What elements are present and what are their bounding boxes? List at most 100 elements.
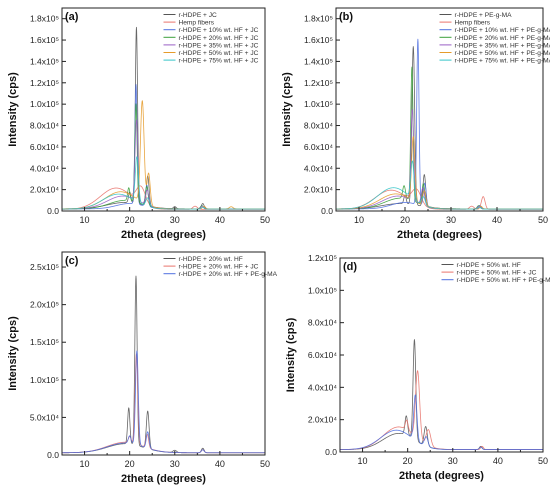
plot-frame (61, 251, 266, 456)
plot-frame (335, 7, 544, 212)
y-tick-label: 1.2x10⁵ (308, 253, 337, 263)
series-line-1 (62, 275, 265, 454)
x-tick-label: 30 (448, 456, 458, 466)
y-tick-label: 1.2x10⁵ (304, 78, 333, 88)
y-tick-label: 1.8x10⁵ (30, 14, 59, 24)
legend-entry: r-HDPE + PE-g-MA (455, 12, 513, 19)
legend-entry: Hemp fibers (455, 20, 491, 27)
series-line-4 (336, 66, 543, 210)
y-tick-label: 1.6x10⁵ (304, 35, 333, 45)
y-axis-label: Intensity (cps) (285, 317, 297, 392)
legend-entry: r-HDPE + 35% wt. HF + JC (179, 42, 259, 49)
y-tick-label: 0.0 (321, 206, 333, 216)
y-tick-label: 8.0x10⁴ (308, 318, 338, 328)
series-line-6 (336, 136, 543, 210)
x-tick-label: 20 (125, 215, 135, 225)
legend-entry: r-HDPE + JC (179, 12, 218, 19)
y-tick-label: 1.4x10⁵ (304, 56, 333, 66)
panel-label: (b) (339, 11, 353, 23)
x-tick-label: 50 (260, 215, 270, 225)
series-line-3 (62, 350, 265, 454)
x-tick-label: 40 (493, 456, 503, 466)
panel-label: (d) (343, 261, 357, 273)
y-tick-label: 8.0x10⁴ (30, 121, 60, 131)
legend-entry: Hemp fibers (179, 20, 215, 27)
series-line-4 (62, 103, 265, 210)
x-tick-label: 10 (80, 215, 90, 225)
series-line-3 (340, 394, 543, 450)
x-tick-label: 20 (403, 456, 413, 466)
plot-frame (61, 7, 266, 212)
y-tick-label: 4.0x10⁴ (30, 163, 60, 173)
chart-panel-b: 10 20 30 40 50 0.0 2.0x10⁴ 4.0x10⁴ 6.0x10⁴ 8.0x10… (281, 7, 550, 241)
x-tick-label: 40 (215, 459, 225, 469)
legend-entry: r-HDPE + 50% wt. HF (457, 262, 521, 269)
y-tick-label: 6.0x10⁴ (30, 142, 60, 152)
x-tick-label: 30 (170, 459, 180, 469)
legend-entry: r-HDPE + 50% wt. HF + JC (179, 50, 259, 57)
y-tick-label: 2.0x10⁴ (304, 185, 334, 195)
series-line-3 (62, 84, 265, 210)
legend-entry: r-HDPE + 75% wt. HF + JC (179, 58, 259, 65)
panel-label: (c) (65, 255, 79, 267)
y-tick-label: 0.0 (47, 450, 59, 460)
legend-entry: r-HDPE + 10% wt. HF + PE-g-MA (455, 27, 550, 34)
series-group (336, 38, 543, 210)
legend-entry: r-HDPE + 75% wt. HF + PE-g-MA (455, 58, 550, 65)
chart-panel-a: 10 20 30 40 50 0.0 2.0x10⁴ 4.0x10⁴ 6.0x10⁴ 8.0x10… (7, 7, 270, 241)
y-tick-label: 1.5x10⁵ (30, 337, 59, 347)
y-tick-label: 1.0x10⁵ (308, 285, 337, 295)
legend-entry: r-HDPE + 50% wt. HF + JC (457, 270, 537, 277)
x-axis-label: 2theta (degrees) (121, 229, 206, 241)
y-tick-label: 8.0x10⁴ (304, 121, 334, 131)
panel-label: (a) (65, 11, 79, 23)
x-axis-label: 2theta (degrees) (397, 229, 482, 241)
series-line-2 (336, 188, 543, 210)
y-tick-label: 4.0x10⁴ (308, 382, 338, 392)
series-group (62, 275, 265, 454)
series-line-7 (62, 156, 265, 210)
x-tick-label: 40 (215, 215, 225, 225)
series-line-1 (340, 339, 543, 450)
series-line-5 (336, 108, 543, 210)
y-tick-label: 6.0x10⁴ (304, 142, 334, 152)
y-tick-label: 1.4x10⁵ (30, 56, 59, 66)
series-group (62, 26, 265, 210)
x-tick-label: 50 (260, 459, 270, 469)
chart-panel-c: 10 20 30 40 50 0.0 5.0x10⁴ 1.0x10⁵ 1.5x10⁵ 2.0x10… (7, 251, 278, 485)
x-tick-label: 50 (538, 215, 548, 225)
y-tick-label: 6.0x10⁴ (308, 350, 338, 360)
series-line-2 (62, 185, 265, 210)
series-line-7 (336, 160, 543, 210)
y-axis-label: Intensity (cps) (281, 72, 293, 147)
y-tick-label: 4.0x10⁴ (304, 163, 334, 173)
legend-entry: r-HDPE + 20% wt. HF + JC (179, 35, 259, 42)
legend-entry: r-HDPE + 10% wt. HF + JC (179, 27, 259, 34)
series-line-6 (62, 100, 265, 210)
series-line-1 (336, 46, 543, 210)
y-tick-label: 0.0 (47, 206, 59, 216)
x-axis-label: 2theta (degrees) (399, 470, 484, 482)
y-tick-label: 1.2x10⁵ (30, 78, 59, 88)
series-line-5 (62, 119, 265, 210)
y-tick-label: 2.0x10⁴ (308, 415, 338, 425)
chart-panel-d: 10 20 30 40 50 0.0 2.0x10⁴ 4.0x10⁴ 6.0x10⁴ 8.0x10… (285, 253, 550, 482)
y-tick-label: 1.6x10⁵ (30, 35, 59, 45)
series-line-2 (62, 353, 265, 454)
x-tick-label: 10 (80, 459, 90, 469)
y-tick-label: 5.0x10⁴ (30, 412, 60, 422)
x-tick-label: 10 (358, 456, 368, 466)
plot-frame (339, 257, 544, 453)
y-tick-label: 1.0x10⁵ (30, 99, 59, 109)
y-tick-label: 2.5x10⁵ (30, 262, 59, 272)
x-tick-label: 20 (125, 459, 135, 469)
y-tick-label: 1.8x10⁵ (304, 14, 333, 24)
y-tick-label: 1.0x10⁵ (30, 375, 59, 385)
x-tick-label: 10 (354, 215, 364, 225)
legend-entry: r-HDPE + 50% wt. HF + PE-g-MA (455, 50, 550, 57)
x-tick-label: 40 (492, 215, 502, 225)
y-axis-label: Intensity (cps) (7, 316, 19, 391)
x-tick-label: 30 (170, 215, 180, 225)
legend-entry: r-HDPE + 50% wt. HF + PE-g-MA (457, 277, 550, 284)
